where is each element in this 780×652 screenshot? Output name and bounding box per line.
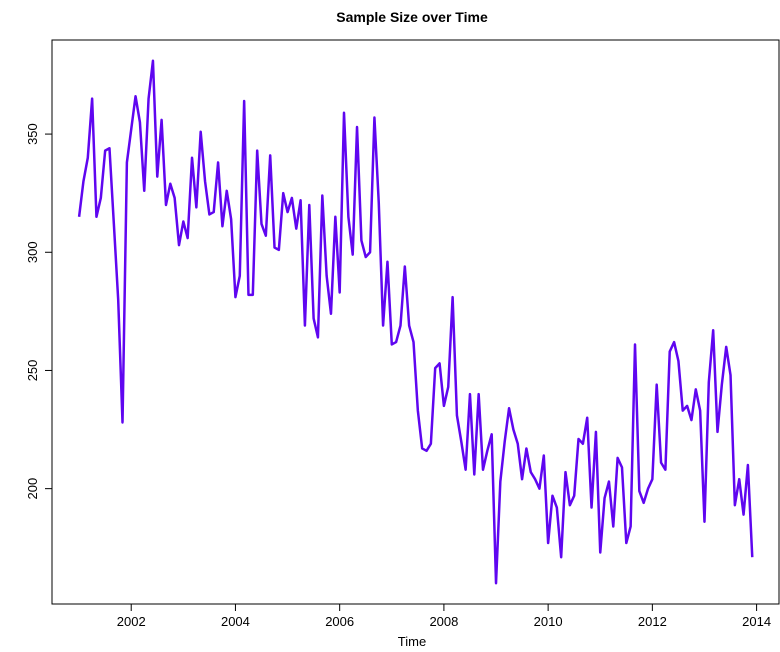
- x-tick-label: 2006: [325, 614, 354, 629]
- x-tick-label: 2002: [117, 614, 146, 629]
- x-axis-label: Time: [398, 634, 426, 649]
- data-line: [77, 59, 754, 585]
- y-tick-label: 200: [25, 478, 40, 500]
- x-tick-label: 2014: [742, 614, 771, 629]
- x-tick-label: 2004: [221, 614, 250, 629]
- y-tick-label: 300: [25, 241, 40, 263]
- plot-frame: [51, 39, 780, 605]
- y-tick-label: 350: [25, 123, 40, 145]
- x-tick-label: 2012: [638, 614, 667, 629]
- x-tick-label: 2008: [429, 614, 458, 629]
- chart-title: Sample Size over Time: [336, 9, 488, 25]
- y-tick-label: 250: [25, 360, 40, 382]
- x-tick-label: 2010: [534, 614, 563, 629]
